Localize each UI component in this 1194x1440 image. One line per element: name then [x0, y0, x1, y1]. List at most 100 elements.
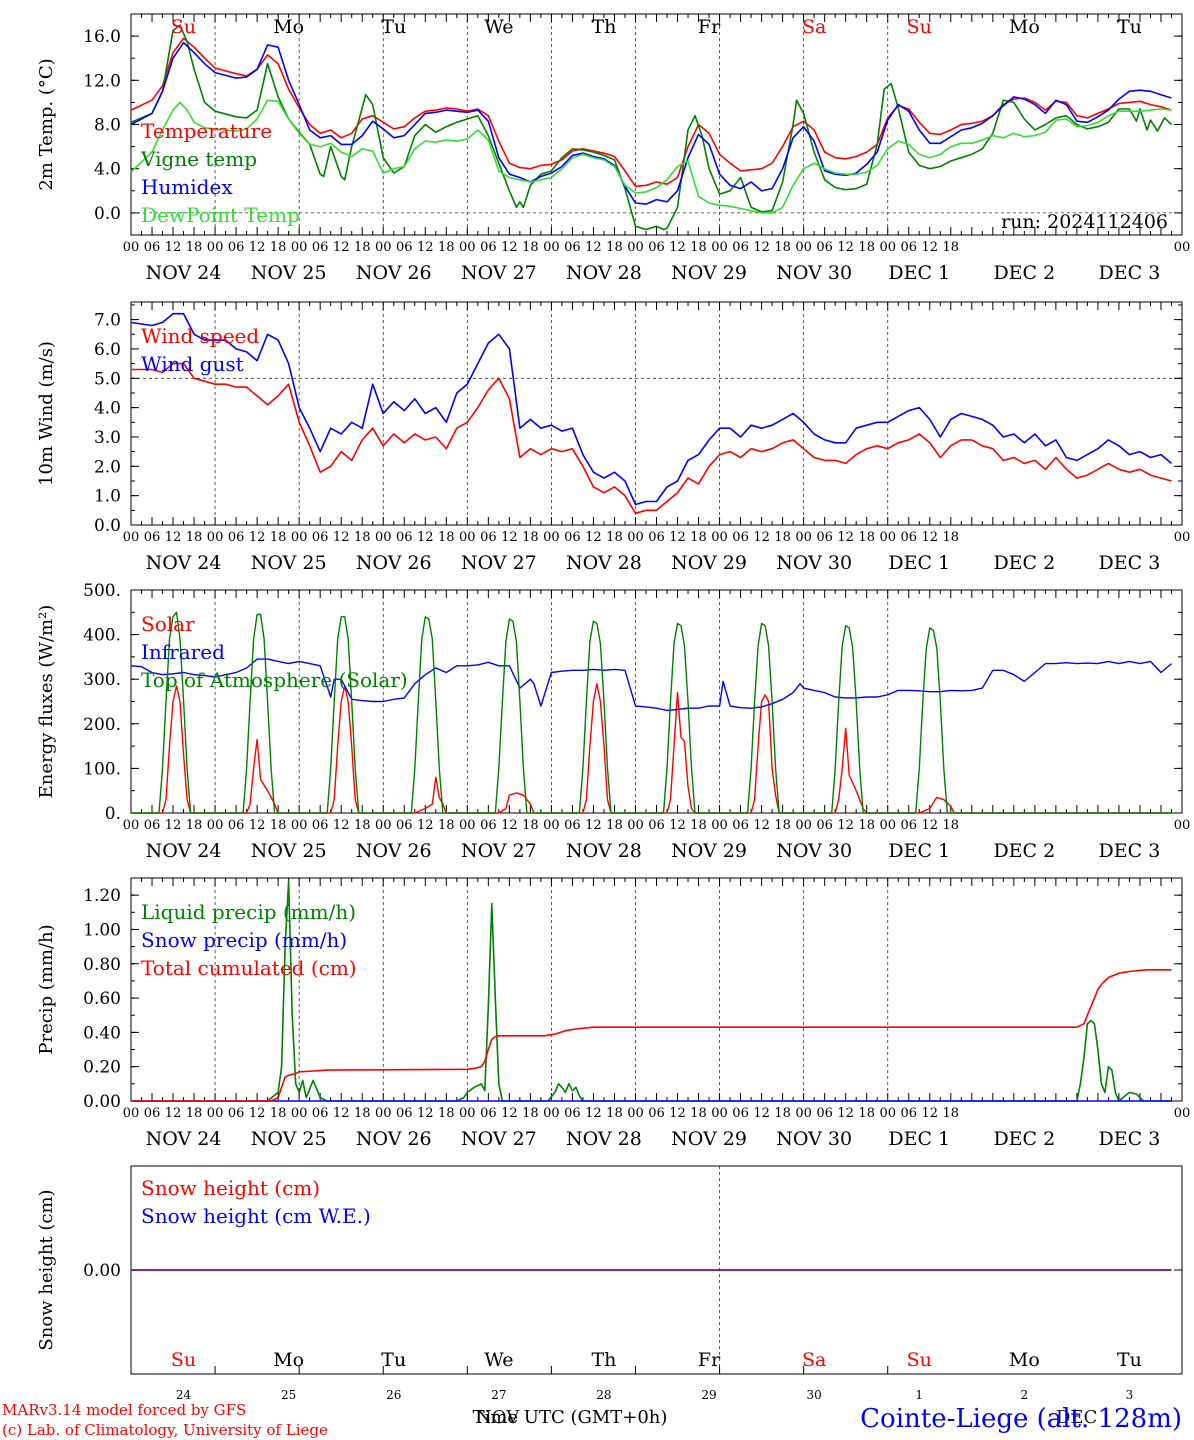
hour-tick-label: 18 — [270, 530, 287, 545]
plot-frame — [130, 589, 1183, 814]
hour-tick-label: 00 — [1174, 818, 1191, 833]
legend-entry: Snow height (cm) — [141, 1176, 320, 1200]
hour-tick-label: 00 — [207, 530, 224, 545]
date-label: NOV 24 — [146, 1128, 222, 1150]
hour-tick-label: 18 — [858, 1106, 875, 1121]
hour-tick-label: 12 — [585, 1106, 602, 1121]
y-tick-label: 0. — [105, 804, 121, 824]
hour-tick-label: 06 — [228, 818, 245, 833]
y-axis-label: Precip (mm/h) — [36, 924, 57, 1054]
y-tick-label: 7.0 — [94, 311, 121, 331]
hour-tick-label: 06 — [900, 240, 917, 255]
y-tick-label: 8.0 — [94, 116, 121, 136]
hour-tick-label: 06 — [732, 240, 749, 255]
hour-tick-label: 18 — [522, 530, 539, 545]
date-label: NOV 28 — [566, 552, 642, 574]
hour-tick-label: 18 — [438, 1106, 455, 1121]
date-label: NOV 25 — [251, 1128, 327, 1150]
hour-tick-label: 12 — [333, 818, 350, 833]
hour-tick-label: 12 — [417, 1106, 434, 1121]
hour-tick-label: 12 — [417, 240, 434, 255]
hour-tick-label: 00 — [1174, 240, 1191, 255]
hour-tick-label: 12 — [921, 530, 938, 545]
hour-tick-label: 06 — [312, 530, 329, 545]
hour-tick-label: 12 — [753, 530, 770, 545]
date-label: NOV 24 — [146, 262, 222, 284]
hour-tick-label: 00 — [459, 530, 476, 545]
hour-tick-label: 00 — [207, 818, 224, 833]
weekday-label: Tu — [381, 16, 406, 38]
hour-tick-label: 00 — [543, 240, 560, 255]
hour-tick-label: 12 — [417, 530, 434, 545]
hour-tick-label: 00 — [459, 818, 476, 833]
hour-tick-label: 06 — [732, 818, 749, 833]
hour-tick-label: 06 — [228, 530, 245, 545]
date-label: NOV 29 — [671, 262, 747, 284]
date-label: NOV 28 — [566, 840, 642, 862]
date-label: NOV 25 — [251, 552, 327, 574]
hour-tick-label: 06 — [396, 530, 413, 545]
date-label: NOV 25 — [251, 262, 327, 284]
y-tick-label: 0.20 — [83, 1058, 121, 1078]
hour-tick-label: 00 — [1174, 530, 1191, 545]
weekday-label: Th — [591, 16, 616, 38]
hour-tick-label: 12 — [585, 530, 602, 545]
series-line-humidex — [130, 41, 1172, 205]
y-tick-label: 3.0 — [94, 428, 121, 448]
hour-tick-label: 00 — [459, 240, 476, 255]
y-tick-label: 0.80 — [83, 955, 121, 975]
hour-tick-label: 12 — [837, 818, 854, 833]
hour-tick-label: 06 — [480, 1106, 497, 1121]
day-number-label: 1 — [915, 1388, 923, 1402]
y-tick-label: 500. — [83, 581, 121, 601]
hour-tick-label: 12 — [837, 240, 854, 255]
hour-tick-label: 12 — [333, 240, 350, 255]
date-label: NOV 26 — [356, 552, 432, 574]
hour-tick-label: 00 — [291, 1106, 308, 1121]
weekday-label: Tu — [381, 1349, 406, 1371]
hour-tick-label: 06 — [312, 240, 329, 255]
date-label: NOV 29 — [671, 552, 747, 574]
hour-tick-label: 06 — [816, 530, 833, 545]
weekday-label: Th — [591, 1349, 616, 1371]
hour-tick-label: 18 — [690, 1106, 707, 1121]
date-label: NOV 27 — [461, 840, 537, 862]
weekday-label: Mo — [273, 16, 304, 38]
hour-tick-label: 00 — [375, 1106, 392, 1121]
month-label: NOV — [476, 1407, 520, 1428]
hour-tick-label: 00 — [1174, 1106, 1191, 1121]
date-label: DEC 3 — [1099, 1128, 1161, 1150]
hour-tick-label: 06 — [564, 818, 581, 833]
legend-entry: Snow height (cm W.E.) — [141, 1204, 371, 1228]
hour-tick-label: 06 — [732, 530, 749, 545]
y-tick-label: 0.00 — [83, 1261, 121, 1281]
day-number-label: 30 — [807, 1388, 822, 1402]
hour-tick-label: 00 — [375, 240, 392, 255]
date-label: NOV 30 — [776, 262, 852, 284]
hour-tick-label: 06 — [144, 530, 161, 545]
hour-tick-label: 00 — [207, 240, 224, 255]
y-tick-label: 0.60 — [83, 989, 121, 1009]
hour-tick-label: 12 — [417, 818, 434, 833]
hour-tick-label: 06 — [816, 240, 833, 255]
hour-tick-label: 00 — [543, 1106, 560, 1121]
hour-tick-label: 12 — [837, 530, 854, 545]
weekday-label: Tu — [1117, 16, 1142, 38]
hour-tick-label: 00 — [291, 240, 308, 255]
hour-tick-label: 00 — [711, 1106, 728, 1121]
hour-tick-label: 18 — [438, 530, 455, 545]
hour-tick-label: 00 — [627, 818, 644, 833]
series-line-top-of-atmosphere-solar- — [131, 611, 1172, 814]
hour-tick-label: 00 — [207, 1106, 224, 1121]
hour-tick-label: 06 — [228, 240, 245, 255]
hour-tick-label: 00 — [711, 530, 728, 545]
hour-tick-label: 12 — [501, 818, 518, 833]
date-label: NOV 26 — [356, 840, 432, 862]
hour-tick-label: 18 — [354, 530, 371, 545]
hour-tick-label: 12 — [669, 530, 686, 545]
y-tick-label: 5.0 — [94, 369, 121, 389]
series-line-dewpoint-temp — [130, 99, 1172, 214]
hour-tick-label: 00 — [123, 818, 140, 833]
date-label: DEC 1 — [888, 840, 950, 862]
panel-3: 0. 100. 200. 300. 400. 500. Energy fluxes (W/m… — [36, 581, 1190, 862]
